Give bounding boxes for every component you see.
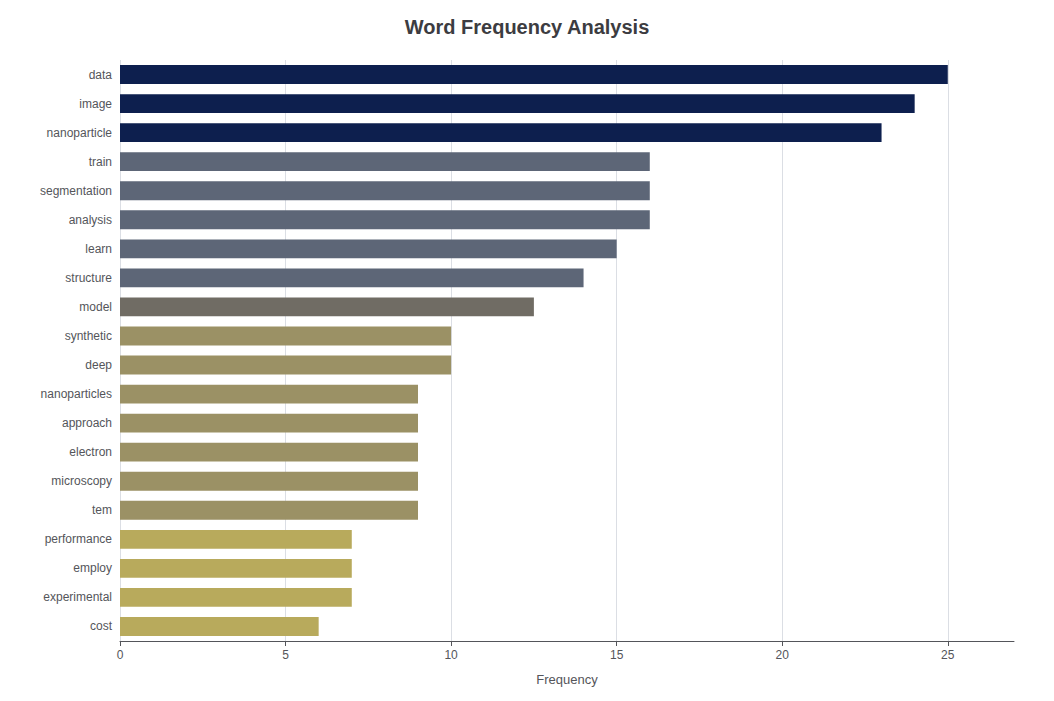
svg-text:Word Frequency Analysis: Word Frequency Analysis	[405, 16, 650, 38]
svg-text:analysis: analysis	[69, 213, 112, 227]
svg-text:cost: cost	[90, 619, 113, 633]
svg-text:structure: structure	[65, 271, 112, 285]
svg-text:20: 20	[776, 648, 790, 662]
svg-text:5: 5	[282, 648, 289, 662]
svg-text:learn: learn	[85, 242, 112, 256]
svg-text:experimental: experimental	[43, 590, 112, 604]
svg-text:10: 10	[444, 648, 458, 662]
svg-text:microscopy: microscopy	[51, 474, 112, 488]
svg-text:nanoparticle: nanoparticle	[47, 126, 113, 140]
svg-text:data: data	[89, 68, 113, 82]
svg-text:approach: approach	[62, 416, 112, 430]
svg-text:train: train	[89, 155, 112, 169]
svg-text:image: image	[79, 97, 112, 111]
svg-text:synthetic: synthetic	[65, 329, 112, 343]
svg-text:segmentation: segmentation	[40, 184, 112, 198]
svg-text:Frequency: Frequency	[536, 672, 598, 687]
svg-text:electron: electron	[69, 445, 112, 459]
svg-text:0: 0	[117, 648, 124, 662]
svg-text:15: 15	[610, 648, 624, 662]
svg-text:deep: deep	[85, 358, 112, 372]
svg-text:tem: tem	[92, 503, 112, 517]
svg-text:employ: employ	[73, 561, 112, 575]
svg-text:model: model	[79, 300, 112, 314]
svg-text:nanoparticles: nanoparticles	[41, 387, 112, 401]
svg-text:performance: performance	[45, 532, 113, 546]
svg-text:25: 25	[941, 648, 955, 662]
